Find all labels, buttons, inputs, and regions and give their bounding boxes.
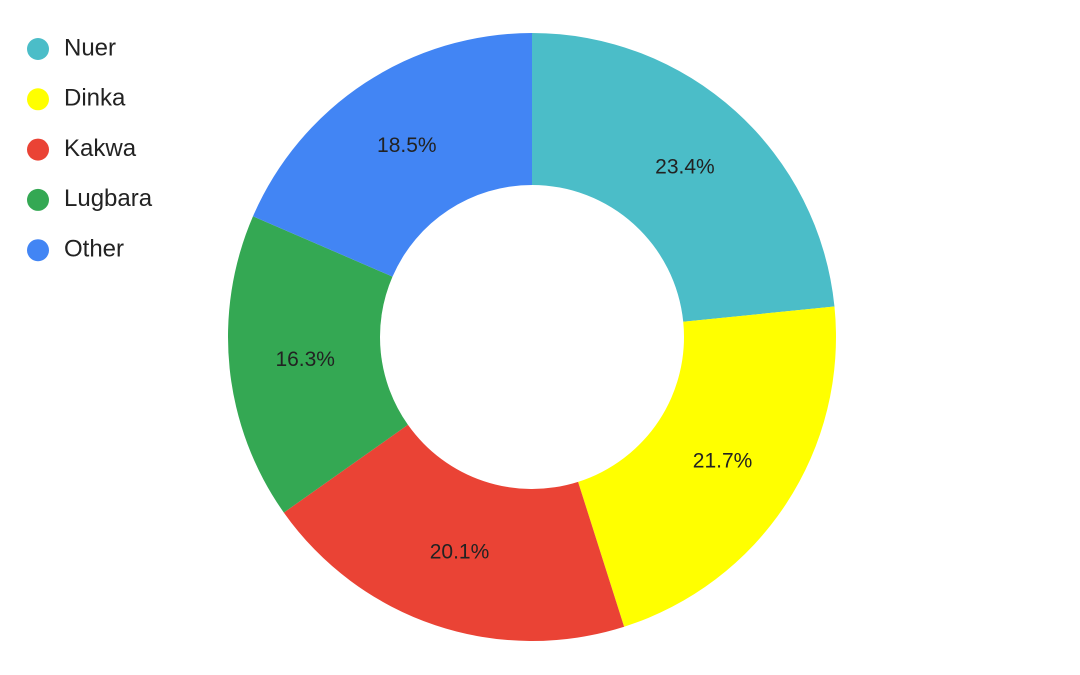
- legend-swatch: [27, 88, 49, 111]
- slice-label: 18.5%: [377, 134, 437, 157]
- legend-label: Lugbara: [64, 185, 153, 212]
- legend-label: Kakwa: [64, 135, 137, 162]
- donut-slice: [253, 33, 532, 277]
- donut-slice: [578, 306, 836, 627]
- legend-swatch: [27, 138, 49, 161]
- slice-label: 23.4%: [655, 155, 715, 178]
- donut-slice: [283, 424, 625, 641]
- donut-slice: [228, 216, 408, 513]
- slice-label: 20.1%: [430, 541, 490, 564]
- legend-label: Dinka: [64, 85, 126, 112]
- legend-label: Other: [64, 236, 124, 263]
- legend-swatch: [27, 239, 49, 262]
- slice-label: 16.3%: [275, 348, 335, 371]
- legend-label: Nuer: [64, 34, 116, 61]
- slice-label: 21.7%: [693, 450, 753, 473]
- legend-swatch: [27, 38, 49, 60]
- legend-swatch: [27, 188, 49, 211]
- donut-slice: [532, 33, 835, 322]
